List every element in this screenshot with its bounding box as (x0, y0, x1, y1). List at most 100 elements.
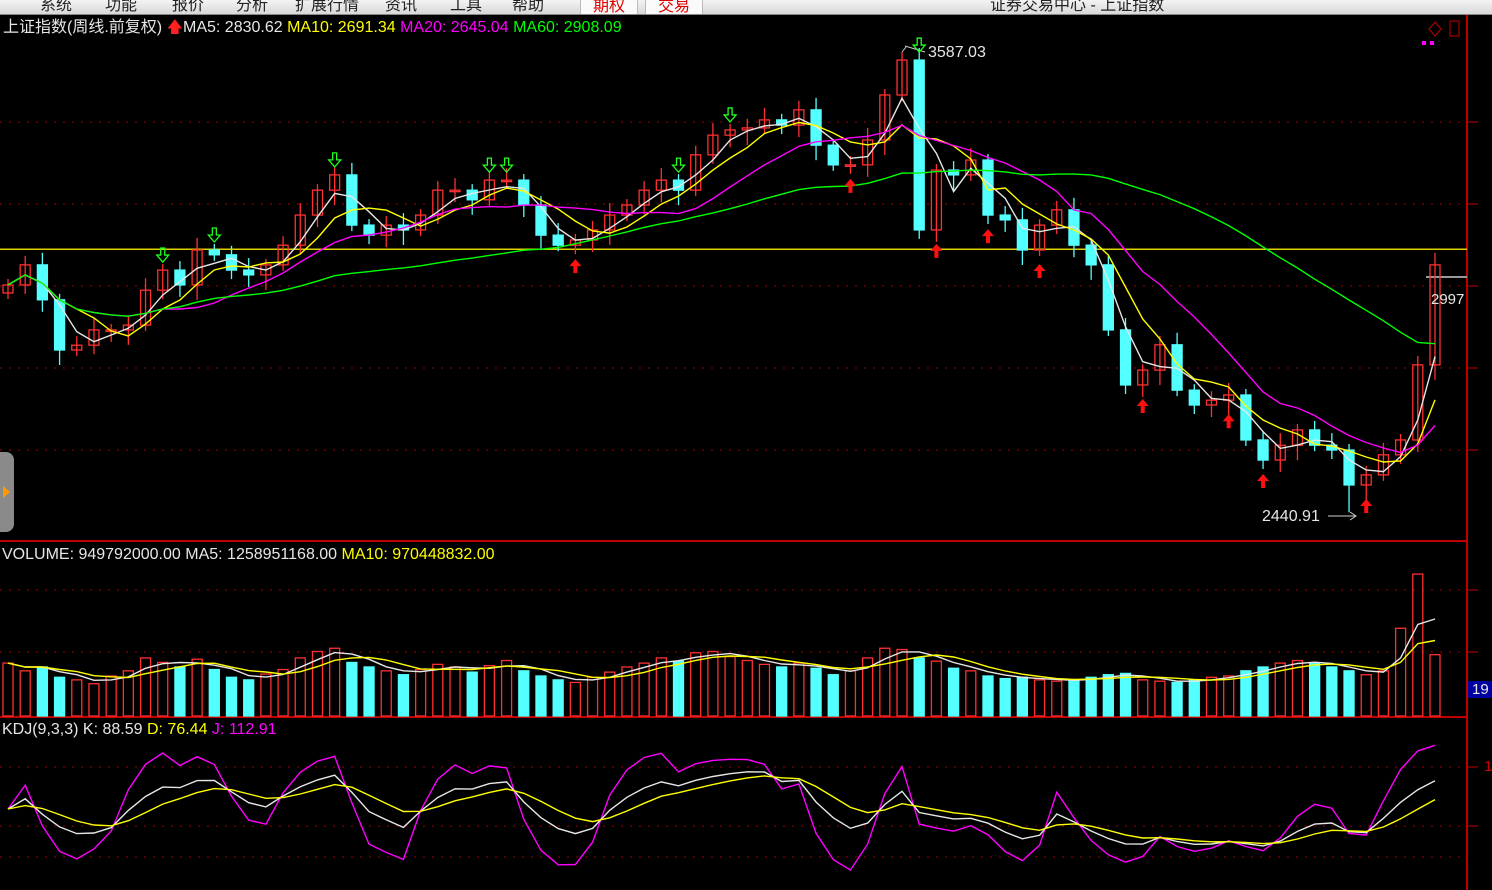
volume-bar-up (1360, 674, 1372, 717)
kdj-d-value: D: 76.44 (146, 721, 208, 738)
volume-bar-up (965, 670, 977, 717)
volume-bar-down (947, 667, 960, 717)
volume-bar-up (586, 676, 599, 717)
menu-extended-market[interactable]: 扩展行情 (295, 0, 360, 14)
volume-bar-up (449, 666, 461, 717)
buy-arrow-icon (844, 178, 857, 193)
candle-down (243, 269, 255, 276)
volume-bar-up (1033, 679, 1046, 717)
candle-up (1154, 344, 1166, 371)
candle-up (707, 134, 719, 156)
volume-bar-down (363, 666, 375, 717)
candle-up (380, 224, 392, 236)
candle-down (363, 224, 375, 236)
candle-down (1257, 439, 1269, 461)
volume-bar-down (174, 666, 186, 717)
menu-system[interactable]: 系统 (40, 0, 73, 14)
volume-bar-down (208, 668, 220, 717)
candle-up (414, 214, 427, 231)
candle-down (827, 144, 839, 166)
candle-up (139, 289, 152, 326)
volume-bar-down (1309, 662, 1321, 717)
volume-bar-up (896, 648, 908, 717)
kdj-d-line (7, 775, 1436, 845)
buy-arrow-icon (1033, 264, 1046, 279)
candle-down (999, 214, 1011, 221)
volume-bar-down (672, 660, 685, 717)
marker-dot (1422, 41, 1426, 45)
volume-bar-up (793, 662, 805, 717)
ma20-line (7, 124, 1436, 454)
volume-bar-up (157, 661, 169, 717)
candle-up (122, 324, 134, 331)
menu-trade[interactable]: 交易 (645, 0, 704, 14)
volume-bar-up (1291, 659, 1304, 717)
main-legend: 上证指数(周线.前复权) 🡅MA5: 2830.62 MA10: 2691.34… (3, 19, 622, 37)
high-label: 3587.03 (928, 44, 986, 61)
candle-up (260, 264, 272, 276)
candle-up (1377, 454, 1390, 476)
menu-analysis[interactable]: 分析 (236, 0, 269, 14)
candle-up (1360, 474, 1372, 486)
candle-down (174, 269, 186, 286)
menu-bar: 系统 功能 报价 分析 扩展行情 资讯 工具 帮助 期权 交易 证券交易中心 -… (0, 0, 1492, 15)
volume-bar-up (122, 670, 134, 717)
ma20-value: MA20: 2645.04 (400, 19, 509, 36)
window-toggle-icon (1449, 20, 1460, 37)
candle-up (294, 214, 306, 246)
volume-bar-up (432, 663, 444, 717)
volume-bar-up (88, 683, 100, 717)
candle-up (1205, 399, 1218, 406)
menu-function[interactable]: 功能 (105, 0, 138, 14)
candle-up (655, 179, 667, 191)
menu-tools[interactable]: 工具 (450, 0, 483, 14)
buy-arrow-icon (569, 259, 582, 274)
volume-bar-up (71, 679, 83, 717)
menu-help[interactable]: 帮助 (512, 0, 545, 14)
menu-news[interactable]: 资讯 (385, 0, 418, 14)
volume-bar-up (1274, 662, 1286, 717)
volume-axis-tag: 19 (1468, 681, 1492, 698)
volume-bar-up (724, 655, 736, 717)
buy-arrow-icon (1222, 414, 1235, 429)
volume-bar-down (1068, 679, 1080, 717)
candle-up (604, 214, 616, 231)
volume-bar-up (758, 663, 771, 717)
volume-ma10-line (7, 639, 1436, 681)
kdj-axis-tag: 1 (1484, 758, 1492, 775)
volume-bar-up (1394, 627, 1407, 717)
candle-down (346, 174, 358, 226)
menu-options[interactable]: 期权 (580, 0, 639, 14)
candle-up (724, 129, 736, 136)
volume-bar-up (1412, 573, 1424, 717)
low-pointer-icon (1328, 511, 1357, 521)
collapse-panel-handle[interactable] (0, 452, 14, 532)
buy-arrow-icon (1136, 398, 1149, 413)
volume-bar-up (879, 647, 891, 717)
candle-down (1119, 329, 1132, 386)
menu-quote[interactable]: 报价 (172, 0, 205, 14)
volume-bar-down (225, 676, 238, 717)
candle-up (88, 329, 100, 346)
volume-bar-up (329, 647, 341, 717)
candle-up (311, 189, 324, 216)
volume-bar-down (810, 667, 822, 717)
volume-bar-down (776, 666, 788, 717)
candle-up (638, 189, 650, 206)
volume-bar-up (1205, 676, 1218, 717)
volume-bar-up (380, 670, 392, 717)
candle-up (861, 139, 874, 166)
candle-down (1188, 389, 1200, 406)
volume-bar-up (569, 681, 582, 717)
candle-up (157, 269, 169, 291)
candle-up (758, 119, 771, 129)
sell-arrow-icon (499, 157, 515, 174)
volume-bar-down (552, 679, 564, 717)
volume-bar-up (1377, 670, 1390, 717)
sell-arrow-icon (155, 247, 171, 264)
sell-arrow-icon (722, 107, 738, 123)
ma5-line (7, 96, 1436, 473)
volume-bar-up (483, 665, 496, 717)
volume-bar-down (1119, 672, 1132, 717)
